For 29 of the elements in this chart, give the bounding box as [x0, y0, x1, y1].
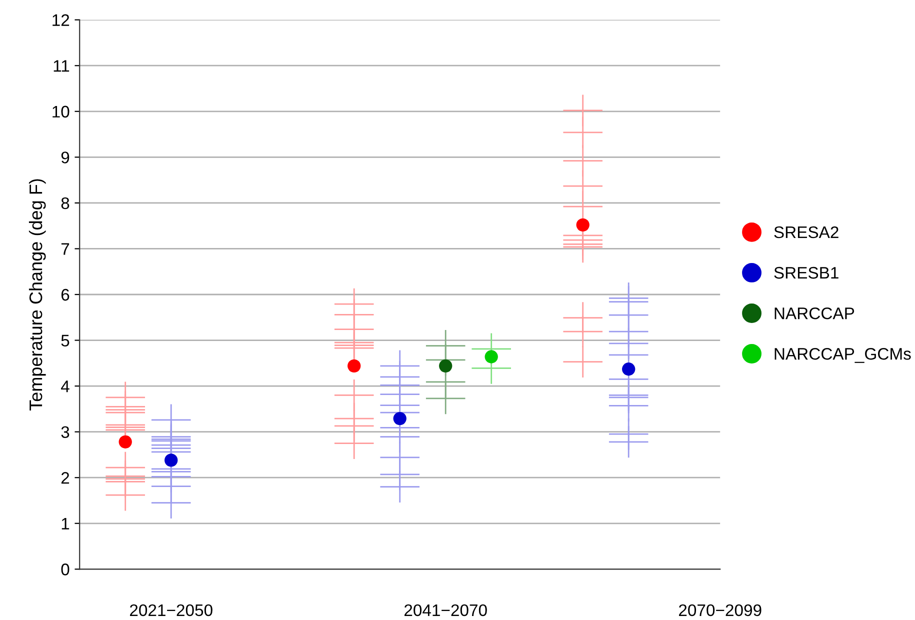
x-tick-label: 2070−2099 [679, 604, 762, 616]
y-tick-label: 3 [61, 426, 70, 438]
y-tick-label: 10 [52, 106, 70, 118]
y-tick-label: 1 [62, 518, 70, 530]
x-tick-label: 2021−2050 [130, 604, 212, 616]
y-tick-label: 5 [61, 334, 70, 346]
y-tick-label: 9 [61, 152, 70, 164]
y-tick-label: 12 [52, 14, 70, 26]
y-tick-label: 11 [54, 60, 70, 72]
y-tick-label: 0 [61, 564, 70, 576]
legend-label: NARCCAP_GCMs [774, 348, 911, 363]
point [164, 454, 178, 467]
point [484, 350, 498, 364]
point [380, 471, 420, 502]
legend-label: NARCCAP [774, 307, 854, 320]
y-tick-label: 2 [61, 472, 70, 484]
point [426, 382, 466, 414]
y-tick-label: 7 [61, 243, 70, 255]
point [622, 362, 636, 376]
y-tick-label: 4 [60, 380, 70, 392]
point [576, 218, 590, 232]
y-tick-label: 8 [61, 197, 70, 210]
point [118, 435, 132, 448]
point [348, 359, 361, 372]
legend-label: SRESB1 [774, 266, 838, 279]
y-axis-title: Temperature Change (deg F) [28, 179, 46, 410]
legend-label: SRESA2 [774, 226, 838, 238]
y-tick-label: 6 [61, 288, 70, 301]
x-tick-label: 2041−2070 [404, 604, 487, 616]
